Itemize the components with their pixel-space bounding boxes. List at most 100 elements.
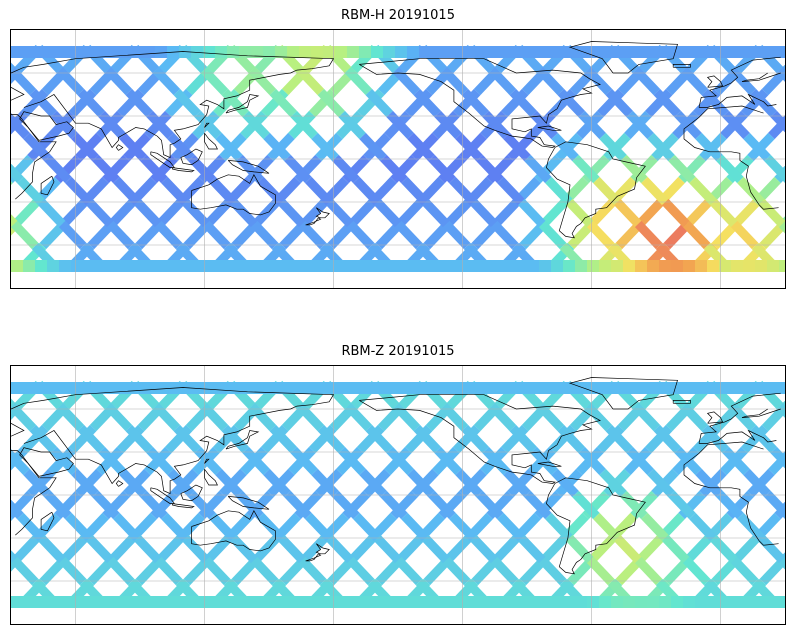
swath-segment	[323, 260, 336, 272]
swath-segment	[536, 66, 565, 96]
swath-segment	[707, 382, 720, 394]
swath-segment	[35, 596, 48, 608]
swath-segment	[647, 468, 675, 498]
swath-segment	[257, 512, 285, 542]
swath-segment	[371, 46, 384, 58]
swath-segment	[11, 556, 39, 586]
swath-segment	[503, 468, 531, 498]
swath-segment	[287, 382, 300, 394]
swath-segment	[731, 382, 744, 394]
swath-segment	[578, 110, 606, 140]
swath-segment	[242, 110, 270, 140]
swath-segment	[108, 198, 136, 228]
swath-segment	[497, 176, 525, 206]
swath-segment	[730, 556, 759, 586]
swath-segment	[359, 382, 372, 394]
swath-segment	[563, 382, 576, 394]
coastline-cuba	[537, 461, 562, 467]
swath-segment	[250, 556, 279, 586]
swath-segment	[407, 260, 420, 272]
swath-segment	[538, 556, 567, 586]
swath-segment	[455, 260, 468, 272]
swath-segment	[263, 260, 276, 272]
swath-segment	[95, 382, 108, 394]
swath-segment	[17, 512, 45, 542]
coastlines	[11, 377, 781, 575]
swath-segment	[586, 556, 615, 586]
swath-segment	[239, 46, 252, 58]
swath-segment	[479, 382, 492, 394]
swath-segment	[134, 534, 162, 564]
coastline-madagascar	[40, 175, 55, 196]
swath-segment	[755, 596, 768, 608]
swath-segment	[488, 402, 517, 432]
swath-segment	[755, 382, 768, 394]
swath-segment	[551, 46, 564, 58]
swath-segment	[287, 260, 300, 272]
swath-segment	[278, 198, 306, 228]
swath-segment	[98, 446, 126, 476]
swath-segment	[767, 382, 780, 394]
swath-segment	[538, 220, 567, 250]
swath-segment	[359, 260, 372, 272]
swath-segment	[299, 382, 312, 394]
swath-segment	[155, 596, 168, 608]
swath-map	[11, 30, 785, 288]
swath-segment	[695, 468, 723, 498]
coastline-southamerica	[546, 141, 646, 239]
coastline-taiwan	[204, 458, 210, 464]
swath-segment	[635, 260, 648, 272]
swath-segment	[182, 198, 210, 228]
coastline-australia	[191, 510, 276, 552]
swath-segment	[605, 424, 633, 454]
swath-segment	[623, 596, 636, 608]
swath-segment	[695, 46, 708, 58]
swath-segment	[23, 260, 36, 272]
swath-segment	[383, 260, 396, 272]
swath-segment	[587, 46, 600, 58]
swath-segment	[131, 596, 144, 608]
swath-segment	[275, 382, 288, 394]
swath-segment	[155, 382, 168, 394]
coastline-newguinea	[227, 496, 270, 510]
coastline-southamerica	[546, 477, 646, 575]
coastline-northamerica	[359, 58, 602, 148]
swath-segment	[284, 490, 312, 520]
swath-segment	[296, 66, 325, 96]
swath-segment	[395, 596, 408, 608]
swath-segment	[611, 260, 624, 272]
swath-segment	[431, 596, 444, 608]
swath-segment	[287, 46, 300, 58]
swath-segment	[680, 402, 709, 432]
swath-segment	[767, 260, 780, 272]
swath-segment	[374, 198, 402, 228]
swath-segment	[575, 46, 588, 58]
swath-segment	[56, 66, 85, 96]
swath-segment	[626, 446, 654, 476]
coastline-australia	[191, 174, 276, 216]
swath-segment	[557, 88, 585, 118]
swath-segment	[257, 176, 285, 206]
swath-segment	[443, 596, 456, 608]
swath-segment	[347, 260, 360, 272]
swath-segment	[551, 382, 564, 394]
swath-segment	[491, 260, 504, 272]
swath-segment	[242, 446, 270, 476]
swath-segment	[191, 260, 204, 272]
swath-segment	[11, 113, 30, 140]
swath-segment	[396, 198, 424, 228]
swath-segment	[59, 260, 72, 272]
swath-segment	[346, 220, 375, 250]
swath-segment	[374, 534, 402, 564]
swath-segment	[634, 220, 663, 250]
swath-segment	[227, 260, 240, 272]
coastline-borneo	[180, 484, 203, 502]
swath-segment	[131, 46, 144, 58]
swath-segment	[203, 46, 216, 58]
swath-segment	[407, 468, 435, 498]
swath-segment	[743, 132, 771, 162]
swath-segment	[11, 499, 24, 520]
swath-segment	[455, 382, 468, 394]
swath-segment	[11, 402, 37, 432]
swath-segment	[250, 220, 279, 250]
